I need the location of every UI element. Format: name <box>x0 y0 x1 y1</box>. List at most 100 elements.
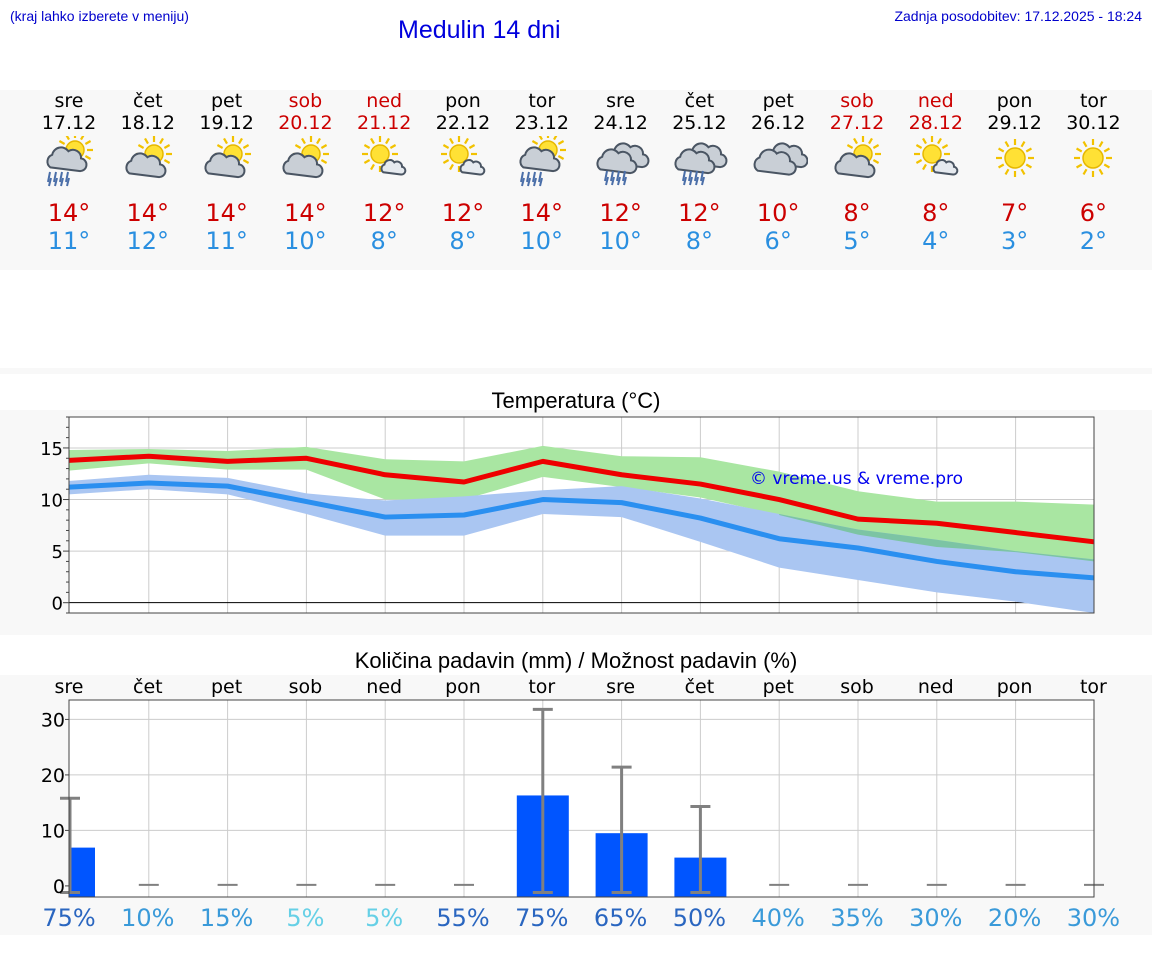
precip-probability: 55% <box>436 904 489 932</box>
max-temp-line <box>68 453 1095 545</box>
precip-day-label: tor <box>528 676 555 698</box>
temp-min: 10° <box>520 227 564 255</box>
temp-min: 6° <box>764 227 792 255</box>
day-date: 29.12 <box>987 112 1042 134</box>
temp-max: 7° <box>1000 199 1029 227</box>
temp-min: 10° <box>284 227 327 255</box>
precip-probability: 35% <box>830 904 883 932</box>
precip-plot-area <box>69 700 1094 897</box>
precip-probability: 5% <box>286 904 324 932</box>
temp-min: 5° <box>843 227 871 255</box>
day-name: tor <box>1079 90 1107 112</box>
temp-chart-title: Temperatura (°C) <box>491 388 661 413</box>
day-date: 20.12 <box>278 112 333 134</box>
day-date: 23.12 <box>514 112 569 134</box>
sun-icon <box>985 136 1045 196</box>
cloud-rain-icon <box>669 136 729 196</box>
day-name: sre <box>54 90 84 112</box>
day-name: sob <box>840 90 874 112</box>
day-date: 22.12 <box>435 112 491 134</box>
temp-max: 14° <box>205 199 248 227</box>
precip-probability: 50% <box>673 904 726 932</box>
y-tick-label: 0 <box>53 876 65 898</box>
day-name: tor <box>528 90 556 112</box>
day-name: sob <box>288 90 323 112</box>
day-name: čet <box>684 90 715 112</box>
day-date: 19.12 <box>199 112 254 134</box>
precip-probability: 65% <box>594 904 647 932</box>
day-date: 17.12 <box>41 112 97 134</box>
temp-min: 11° <box>47 227 91 255</box>
sun-small-cloud-icon <box>906 136 966 196</box>
day-name: pet <box>210 90 243 112</box>
watermark: © vreme.us & vreme.pro <box>750 469 963 489</box>
temp-max: 12° <box>362 199 406 227</box>
temp-min: 8° <box>449 227 477 255</box>
day-date: 24.12 <box>593 112 648 134</box>
y-tick-label: 10 <box>40 491 63 512</box>
precip-probability: 10% <box>121 904 174 932</box>
day-name: ned <box>917 90 954 112</box>
precip-chart-title: Količina padavin (mm) / Možnost padavin … <box>354 648 798 673</box>
day-name: pon <box>445 90 481 112</box>
precip-probability: 15% <box>200 904 253 932</box>
precip-day-label: tor <box>1080 676 1107 698</box>
sun-cloud-rain-icon <box>512 132 572 196</box>
y-tick-label: 15 <box>40 439 63 460</box>
precip-bar <box>69 847 95 897</box>
day-name: pon <box>996 90 1033 112</box>
y-tick-label: 5 <box>52 542 63 563</box>
last-update: Zadnja posodobitev: 17.12.2025 - 18:24 <box>894 8 1142 24</box>
temp-max: 14° <box>284 199 327 227</box>
day-date: 21.12 <box>356 112 412 134</box>
temp-min: 3° <box>1000 227 1029 255</box>
temp-max: 12° <box>678 199 721 227</box>
day-date: 26.12 <box>750 112 806 134</box>
temp-max: 14° <box>126 199 170 227</box>
cloud-rain-icon <box>591 136 651 196</box>
day-date: 18.12 <box>120 112 175 134</box>
precip-probability: 30% <box>909 904 962 932</box>
separator <box>0 368 1152 374</box>
temp-max: 8° <box>922 199 950 227</box>
min-temp-band <box>69 474 1094 613</box>
day-date: 27.12 <box>829 112 885 134</box>
sun-cloud-icon <box>275 136 335 196</box>
precip-day-label: pon <box>445 676 481 698</box>
precip-day-label: sob <box>840 676 874 698</box>
max-temp-band <box>69 445 1094 562</box>
precip-probability: 75% <box>515 904 568 932</box>
day-name: pet <box>762 90 794 112</box>
forecast-band <box>0 90 1152 270</box>
precip-day-label: pon <box>997 676 1033 698</box>
day-date: 28.12 <box>908 112 963 134</box>
precip-day-label: čet <box>133 676 163 698</box>
y-tick-label: 10 <box>41 820 65 842</box>
precip-probability: 5% <box>365 904 403 932</box>
precip-probability: 20% <box>988 904 1041 932</box>
precip-day-label: ned <box>918 676 954 698</box>
temp-min: 4° <box>922 227 950 255</box>
precip-day-label: sob <box>289 676 323 698</box>
day-name: čet <box>133 90 163 112</box>
day-date: 30.12 <box>1066 112 1121 134</box>
sun-small-cloud-icon <box>354 136 414 196</box>
temp-band-overlap <box>779 513 1094 562</box>
min-temp-line <box>68 480 1095 581</box>
temp-max: 12° <box>441 199 485 227</box>
precip-plot-frame <box>68 699 1095 898</box>
temp-plot-frame <box>68 416 1095 614</box>
sun-cloud-rain-icon <box>39 132 99 196</box>
precip-probability: 75% <box>42 904 95 932</box>
temp-min: 12° <box>126 227 170 255</box>
precip-day-label: čet <box>685 676 715 698</box>
precip-day-label: pet <box>763 676 794 698</box>
precip-day-label: pet <box>211 676 242 698</box>
precip-probability: 40% <box>752 904 805 932</box>
temp-max: 8° <box>843 199 871 227</box>
menu-hint: (kraj lahko izberete v meniju) <box>10 8 189 24</box>
day-name: ned <box>366 90 403 112</box>
sun-icon <box>1063 136 1123 196</box>
temp-max: 14° <box>47 199 91 227</box>
